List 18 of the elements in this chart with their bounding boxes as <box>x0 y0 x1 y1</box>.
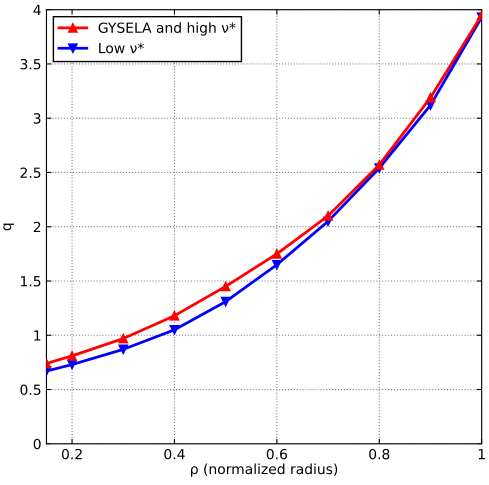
y-tick-label: 0 <box>34 438 41 450</box>
x-tick-label: 0.2 <box>62 448 82 460</box>
y-tick-label: 3 <box>34 113 40 124</box>
legend-label: GYSELA and high ν* <box>98 22 236 36</box>
y-tick-label: 2 <box>34 222 40 232</box>
y-tick-label: 4 <box>33 4 41 15</box>
x-tick-label: 0.8 <box>369 448 390 460</box>
y-tick-label: 1 <box>34 330 40 341</box>
x-axis-title: ρ (normalized radius) <box>191 463 338 477</box>
x-tick-label: 1 <box>478 449 485 460</box>
y-tick-label: 1.5 <box>21 276 40 286</box>
legend-label: Low ν* <box>99 42 144 54</box>
y-axis-title: q <box>3 224 14 230</box>
x-tick-label: 0.6 <box>266 448 288 460</box>
x-tick-label: 0.4 <box>164 448 185 460</box>
y-tick-label: 0.5 <box>20 384 40 395</box>
y-tick-label: 2.5 <box>20 167 40 178</box>
y-tick-label: 3.5 <box>20 58 40 70</box>
